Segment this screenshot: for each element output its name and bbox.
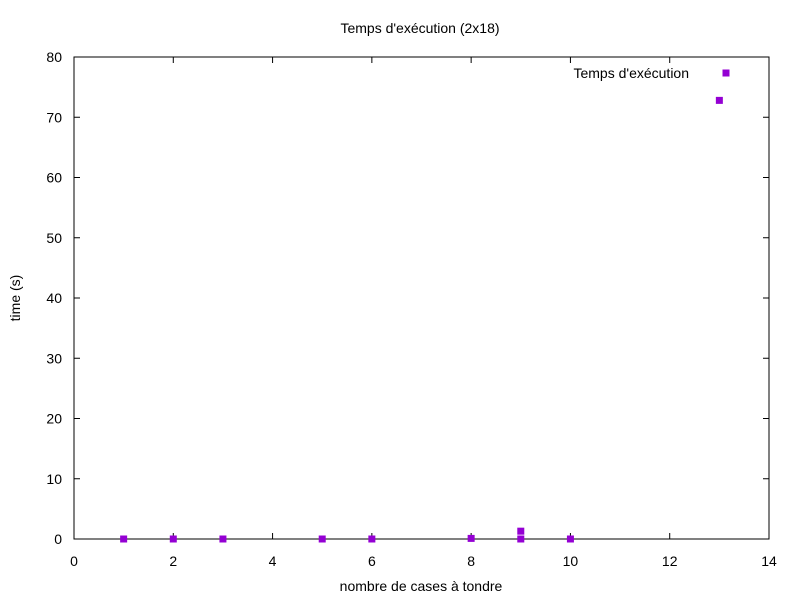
- y-axis-label: time (s): [7, 275, 23, 322]
- x-tick-label: 4: [269, 553, 277, 569]
- legend-label: Temps d'exécution: [573, 65, 689, 81]
- data-point: [120, 535, 128, 543]
- x-tick-label: 14: [761, 553, 777, 569]
- x-tick-label: 8: [467, 553, 475, 569]
- y-tick-label: 0: [54, 531, 62, 547]
- data-points: [120, 96, 723, 543]
- data-point: [467, 534, 475, 542]
- data-point: [318, 535, 326, 543]
- y-axis: 0 10 20 30 40 50 60 70 80: [46, 49, 769, 547]
- x-tick-label: 0: [70, 553, 78, 569]
- legend-marker: [722, 69, 730, 77]
- x-tick-label: 10: [563, 553, 579, 569]
- y-tick-label: 50: [46, 230, 62, 246]
- x-axis-label: nombre de cases à tondre: [340, 578, 503, 594]
- y-tick-label: 60: [46, 170, 62, 186]
- x-tick-label: 2: [169, 553, 177, 569]
- data-point: [517, 527, 525, 535]
- y-tick-label: 10: [46, 471, 62, 487]
- y-tick-label: 70: [46, 109, 62, 125]
- data-point: [169, 535, 177, 543]
- data-point: [219, 535, 227, 543]
- x-tick-label: 12: [662, 553, 678, 569]
- x-tick-label: 6: [368, 553, 376, 569]
- data-point: [715, 96, 723, 104]
- chart-title: Temps d'exécution (2x18): [340, 20, 499, 36]
- data-point: [517, 535, 525, 543]
- y-tick-label: 20: [46, 411, 62, 427]
- legend: Temps d'exécution: [573, 65, 730, 81]
- y-tick-label: 80: [46, 49, 62, 65]
- data-point: [566, 535, 574, 543]
- data-point: [368, 535, 376, 543]
- y-tick-label: 30: [46, 350, 62, 366]
- y-tick-label: 40: [46, 290, 62, 306]
